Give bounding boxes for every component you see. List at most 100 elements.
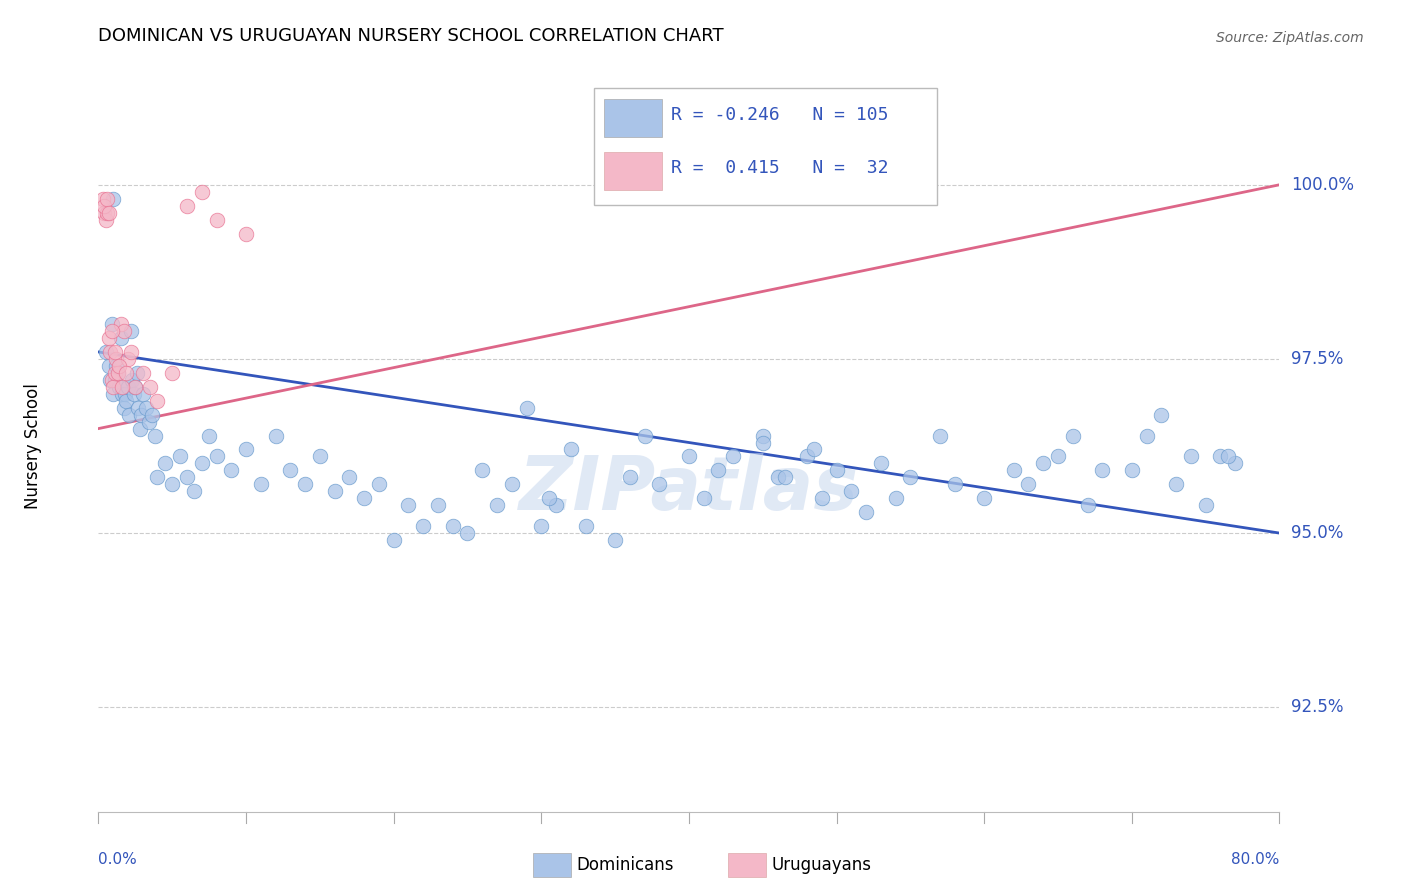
Point [693, 491, 716, 506]
Point [138, 415, 160, 429]
Point [183, 484, 205, 499]
Point [129, 408, 152, 422]
Point [120, 324, 142, 338]
Point [427, 498, 450, 512]
Point [198, 428, 221, 442]
Point [121, 373, 143, 387]
Point [124, 380, 146, 394]
Point [103, 380, 125, 394]
Point [135, 401, 157, 415]
Point [153, 457, 176, 471]
Point [108, 359, 131, 373]
Text: R =  0.415   N =  32: R = 0.415 N = 32 [671, 159, 889, 177]
Point [574, 519, 596, 533]
Point [103, 386, 125, 401]
Text: Nursery School: Nursery School [24, 383, 42, 509]
Point [104, 366, 127, 380]
Point [117, 351, 139, 366]
Point [648, 477, 671, 491]
Point [1091, 463, 1114, 477]
Point [456, 526, 478, 541]
Point [1121, 463, 1143, 477]
Point [105, 359, 128, 373]
Point [115, 393, 138, 408]
Point [773, 470, 796, 484]
Point [96, 192, 118, 206]
Point [118, 408, 141, 422]
Point [751, 435, 773, 450]
Point [278, 463, 302, 477]
Point [191, 185, 214, 199]
Point [162, 477, 183, 491]
Point [412, 519, 434, 533]
Point [1032, 457, 1054, 471]
Text: 0.0%: 0.0% [98, 852, 138, 867]
Point [176, 199, 198, 213]
Point [869, 457, 891, 471]
Point [382, 533, 405, 547]
Point [110, 331, 132, 345]
Point [309, 450, 332, 464]
Point [100, 317, 122, 331]
Point [441, 519, 464, 533]
Point [112, 401, 135, 415]
Point [110, 317, 132, 331]
Point [127, 401, 149, 415]
Point [855, 505, 877, 519]
Point [1209, 450, 1232, 464]
Point [91, 192, 114, 206]
FancyBboxPatch shape [595, 87, 936, 204]
Point [205, 212, 228, 227]
Point [94, 212, 117, 227]
Point [139, 380, 162, 394]
Point [1216, 450, 1239, 464]
Text: ZIPatlas: ZIPatlas [519, 453, 859, 526]
Point [396, 498, 419, 512]
Point [1195, 498, 1218, 512]
Point [98, 345, 121, 359]
Point [104, 373, 127, 387]
Point [146, 393, 169, 408]
Point [96, 205, 118, 219]
Point [560, 442, 582, 457]
Point [1062, 428, 1084, 442]
Point [900, 470, 922, 484]
Point [112, 324, 135, 338]
Point [1164, 477, 1187, 491]
Point [516, 401, 538, 415]
Point [176, 470, 198, 484]
Point [1046, 450, 1069, 464]
Point [825, 463, 848, 477]
Point [98, 373, 121, 387]
Point [101, 324, 124, 338]
Point [235, 227, 257, 241]
Point [111, 386, 134, 401]
Point [1180, 450, 1202, 464]
FancyBboxPatch shape [605, 152, 662, 190]
Point [1017, 477, 1039, 491]
Point [117, 380, 139, 394]
Text: 97.5%: 97.5% [1291, 350, 1344, 368]
Point [111, 380, 134, 394]
Point [103, 192, 125, 206]
Point [501, 477, 523, 491]
Point [323, 484, 346, 499]
Point [884, 491, 907, 506]
Point [108, 380, 131, 394]
Point [810, 491, 832, 506]
Point [1223, 457, 1246, 471]
Point [619, 470, 641, 484]
Point [1150, 408, 1173, 422]
Point [546, 498, 568, 512]
Point [219, 463, 243, 477]
Point [120, 345, 142, 359]
Text: R = -0.246   N = 105: R = -0.246 N = 105 [671, 106, 889, 124]
Point [128, 421, 150, 435]
Point [605, 533, 627, 547]
Point [337, 470, 360, 484]
Point [1002, 463, 1025, 477]
Point [124, 380, 146, 394]
Point [751, 428, 773, 442]
Point [486, 498, 509, 512]
Point [132, 366, 155, 380]
